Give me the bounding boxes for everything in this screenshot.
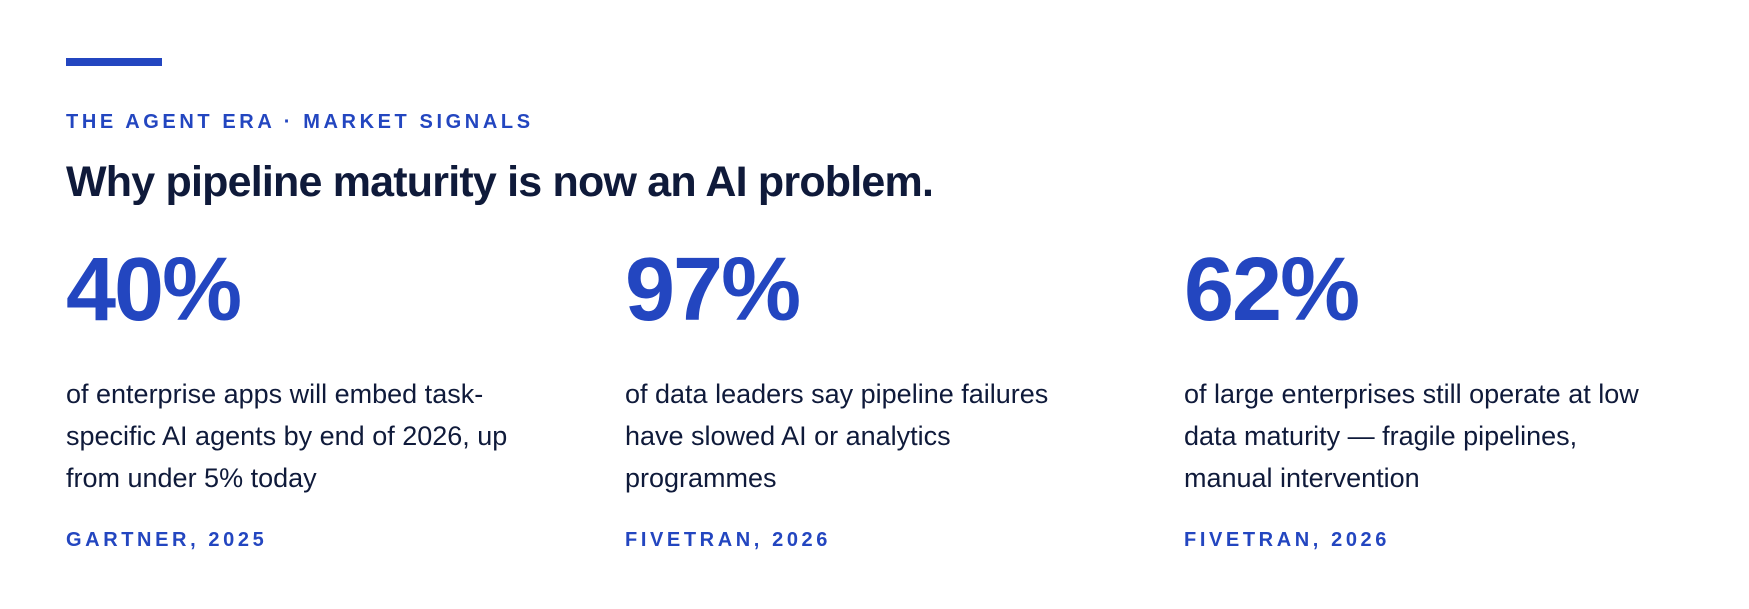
stat-card: 62% of large enterprises still operate at…: [1184, 245, 1743, 552]
accent-rule: [66, 58, 162, 66]
stat-value: 62%: [1184, 240, 1360, 340]
stat-card: 97% of data leaders say pipeline failures…: [625, 245, 1184, 552]
stat-value: 40%: [66, 240, 242, 340]
stat-source: GARTNER, 2025: [66, 529, 268, 551]
stat-value: 97%: [625, 240, 801, 340]
eyebrow: THE AGENT ERA · MARKET SIGNALS: [66, 111, 534, 133]
stat-source: FIVETRAN, 2026: [1184, 529, 1391, 551]
stat-description: of data leaders say pipeline failures ha…: [625, 379, 1049, 493]
stat-source: FIVETRAN, 2026: [625, 529, 832, 551]
stat-card: 40% of enterprise apps will embed task-sp…: [66, 245, 625, 552]
stats-row: 40% of enterprise apps will embed task-sp…: [66, 245, 1743, 552]
stat-description: of enterprise apps will embed task-speci…: [66, 379, 508, 493]
section-title: Why pipeline maturity is now an AI probl…: [66, 158, 934, 206]
stat-description: of large enterprises still operate at lo…: [1184, 379, 1639, 493]
